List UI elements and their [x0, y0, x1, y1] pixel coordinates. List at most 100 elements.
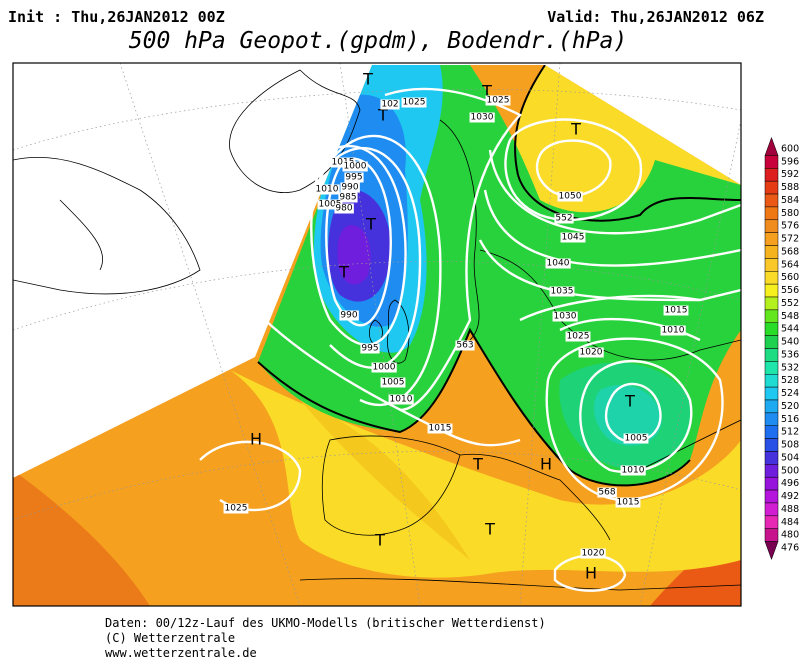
colorbar-cell: [764, 322, 779, 336]
colorbar-cell: [764, 245, 779, 259]
isobar-label: 1050: [559, 192, 582, 202]
isobar-label: 995: [345, 173, 362, 183]
colorbar-cell: [764, 541, 779, 561]
label-background: [554, 213, 574, 224]
colorbar-cell: [764, 489, 779, 504]
pressure-center-label: T: [362, 70, 373, 89]
isobar-label: 1045: [562, 233, 585, 243]
label-background: [623, 433, 649, 444]
colorbar-label: 588: [781, 182, 799, 193]
label-background: [485, 95, 511, 106]
label-background: [560, 232, 586, 243]
isobar-label: 102: [381, 100, 398, 110]
colorbar-cell: [764, 412, 779, 426]
isobar-label: 1005: [319, 200, 342, 210]
isobar-label: 1020: [582, 549, 605, 559]
colorbar-cell: [764, 528, 779, 542]
colorbar-cell: [764, 476, 779, 491]
colorbar-cell: [764, 271, 779, 285]
colorbar-cell: [764, 219, 779, 233]
footer-line: Daten: 00/12z-Lauf des UKMO-Modells (bri…: [105, 616, 546, 630]
isobar-label: 1000: [373, 363, 396, 373]
label-background: [360, 343, 380, 354]
label-background: [338, 192, 358, 203]
isobar-label: 1020: [580, 348, 603, 358]
footer-line: (C) Wetterzentrale: [105, 631, 235, 645]
isobar-label: 1005: [625, 434, 648, 444]
label-background: [223, 503, 249, 514]
pressure-center-label: H: [585, 564, 597, 583]
isobar-label: 990: [340, 311, 357, 321]
colorbar-label: 524: [781, 388, 799, 399]
isobar-label: 1025: [403, 98, 426, 108]
colorbar-cell: [764, 425, 779, 439]
isobar-label: 995: [361, 344, 378, 354]
isobar-label: 1000: [344, 162, 367, 172]
label-background: [557, 191, 583, 202]
init-time: Init : Thu,26JAN2012 00Z: [8, 8, 225, 26]
label-background: [342, 161, 368, 172]
colorbar-cell: [764, 464, 779, 478]
pressure-center-label: T: [374, 531, 385, 550]
label-background: [380, 377, 406, 388]
label-background: [620, 465, 646, 476]
label-background: [549, 286, 575, 297]
label-background: [597, 487, 617, 498]
label-background: [578, 347, 604, 358]
colorbar-cell: [764, 348, 779, 362]
pressure-center-label: H: [250, 430, 262, 449]
colorbar-cell: [764, 180, 779, 195]
colorbar-cell: [764, 373, 779, 388]
label-background: [314, 184, 340, 195]
isobar-label: 1010: [662, 326, 685, 336]
isobar-label: 552: [555, 214, 572, 224]
colorbar-cell: [764, 155, 779, 169]
isobar-label: 1010: [622, 466, 645, 476]
map: TTT102102510251030T101510009959901010985…: [13, 63, 741, 606]
colorbar-label: 532: [781, 362, 799, 373]
map-labels: TTT102102510251030T101510009959901010985…: [223, 70, 689, 583]
label-background: [469, 112, 495, 123]
pressure-center-label: H: [540, 455, 552, 474]
geopotential-field: [13, 65, 741, 606]
colorbar-label: 560: [781, 272, 799, 283]
colorbar-cell: [764, 168, 779, 182]
pressure-center-label: T: [624, 392, 635, 411]
label-background: [455, 340, 475, 351]
colorbar-label: 536: [781, 349, 799, 360]
label-background: [552, 311, 578, 322]
colorbar-cell: [764, 386, 779, 401]
isobar-label: 1005: [382, 378, 405, 388]
label-background: [344, 172, 364, 183]
isobar-label: 1025: [487, 96, 510, 106]
pressure-center-label: T: [570, 120, 581, 139]
colorbar-cell: [764, 232, 779, 246]
colorbar-label: 596: [781, 156, 799, 167]
footer-line: www.wetterzentrale.de: [105, 646, 257, 660]
colorbar-label: 500: [781, 465, 799, 476]
colorbar-cell: [764, 283, 779, 298]
isobar-label: 1010: [316, 185, 339, 195]
colorbar-label: 572: [781, 234, 799, 245]
isobar-label: 1035: [551, 287, 574, 297]
pressure-center-label: T: [484, 520, 495, 539]
colorbar-label: 480: [781, 530, 799, 541]
isobar-label: 1015: [617, 498, 640, 508]
colorbar-label: 568: [781, 246, 799, 257]
colorbar-label: 540: [781, 337, 799, 348]
label-background: [545, 258, 571, 269]
valid-time: Valid: Thu,26JAN2012 06Z: [547, 8, 764, 26]
graticule: [13, 63, 741, 606]
colorbar-cell: [764, 206, 779, 221]
isobar-label: 1025: [225, 504, 248, 514]
colorbar-label: 544: [781, 324, 799, 335]
label-background: [340, 182, 360, 193]
colorbar-label: 592: [781, 169, 799, 180]
colorbar-label: 576: [781, 221, 799, 232]
pressure-center-label: T: [365, 215, 376, 234]
colorbar-label: 564: [781, 259, 799, 270]
colorbar-label: 496: [781, 478, 799, 489]
isobar-label: 1015: [665, 306, 688, 316]
